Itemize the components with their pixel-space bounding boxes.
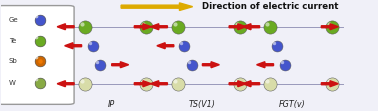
Point xyxy=(37,82,43,84)
Text: TS(V1): TS(V1) xyxy=(189,100,215,109)
Point xyxy=(172,23,178,25)
Point xyxy=(37,19,43,21)
Text: FGT(v): FGT(v) xyxy=(279,100,306,109)
Point xyxy=(175,26,181,28)
Point xyxy=(94,61,101,63)
Point xyxy=(139,80,146,82)
Point xyxy=(37,40,43,42)
Point xyxy=(98,64,104,66)
Point xyxy=(33,78,39,80)
Point xyxy=(82,83,88,85)
Point xyxy=(143,26,149,28)
Point xyxy=(237,83,243,85)
Point xyxy=(271,42,277,44)
FancyArrow shape xyxy=(150,24,167,30)
FancyArrow shape xyxy=(321,81,338,87)
Point xyxy=(79,80,85,82)
FancyArrow shape xyxy=(157,43,174,49)
Text: Sb: Sb xyxy=(9,58,18,64)
FancyArrow shape xyxy=(229,81,246,87)
Point xyxy=(143,83,149,85)
Point xyxy=(186,61,192,63)
Text: W: W xyxy=(9,80,16,86)
Point xyxy=(267,83,273,85)
Point xyxy=(37,61,43,62)
Text: Ge: Ge xyxy=(9,17,19,23)
FancyBboxPatch shape xyxy=(0,6,74,104)
Point xyxy=(37,61,43,62)
Point xyxy=(267,26,273,28)
FancyArrow shape xyxy=(134,81,151,87)
FancyArrow shape xyxy=(57,24,74,30)
Point xyxy=(90,45,96,47)
Point xyxy=(189,64,195,66)
FancyArrow shape xyxy=(150,81,167,87)
Point xyxy=(264,23,270,25)
Point xyxy=(175,83,181,85)
Point xyxy=(33,56,39,58)
Point xyxy=(264,80,270,82)
FancyArrow shape xyxy=(229,24,246,30)
Text: Te: Te xyxy=(9,38,16,44)
Point xyxy=(33,36,39,37)
FancyArrow shape xyxy=(243,81,260,87)
FancyArrow shape xyxy=(202,62,219,68)
Point xyxy=(329,83,335,85)
FancyArrow shape xyxy=(65,43,82,49)
Point xyxy=(274,45,280,47)
Point xyxy=(234,80,240,82)
FancyArrow shape xyxy=(134,24,151,30)
Point xyxy=(181,45,187,47)
FancyArrow shape xyxy=(243,24,260,30)
FancyArrow shape xyxy=(257,62,274,68)
Point xyxy=(33,15,39,17)
Point xyxy=(326,80,332,82)
Text: Direction of electric current: Direction of electric current xyxy=(202,2,339,11)
Text: IP: IP xyxy=(108,100,115,109)
Point xyxy=(326,23,332,25)
Point xyxy=(172,80,178,82)
Point xyxy=(234,23,240,25)
Point xyxy=(178,42,184,44)
FancyArrow shape xyxy=(321,24,338,30)
Point xyxy=(282,64,288,66)
FancyArrow shape xyxy=(57,81,74,87)
Point xyxy=(82,26,88,28)
Point xyxy=(79,23,85,25)
Point xyxy=(329,26,335,28)
Point xyxy=(139,23,146,25)
FancyArrow shape xyxy=(121,3,193,10)
FancyArrow shape xyxy=(112,62,129,68)
Point xyxy=(87,42,93,44)
Point xyxy=(279,61,285,63)
Point xyxy=(237,26,243,28)
